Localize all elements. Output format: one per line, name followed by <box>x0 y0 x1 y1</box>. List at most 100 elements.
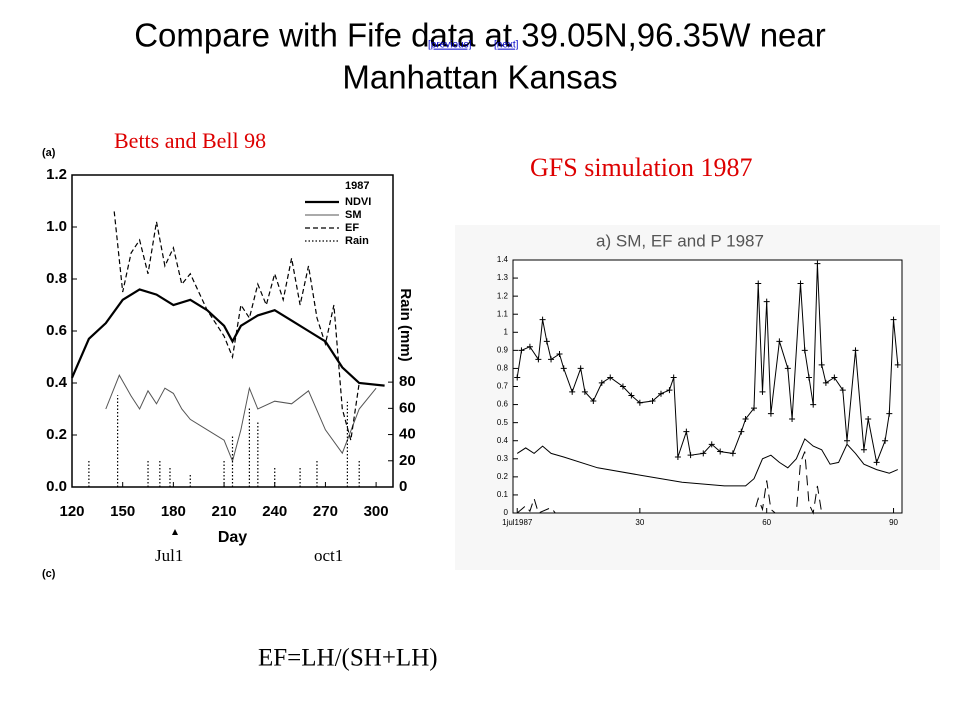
legend-title: 1987 <box>345 180 369 192</box>
plot-frame <box>512 259 903 514</box>
y-tick-label: 0.7 <box>497 382 509 391</box>
x-tick-label: 300 <box>364 503 389 520</box>
plus-marker <box>873 459 880 466</box>
plus-marker <box>759 388 766 395</box>
plus-marker <box>755 280 762 287</box>
y2-tick-label: 20 <box>399 452 416 469</box>
annotation: Jul1 <box>155 546 183 565</box>
plus-marker <box>763 298 770 305</box>
plus-marker <box>560 365 567 372</box>
plus-marker <box>670 374 677 381</box>
x-tick-label: 210 <box>212 503 237 520</box>
y-tick-label: 1.2 <box>46 166 67 183</box>
plus-marker <box>767 410 774 417</box>
title: Manhattan Kansas <box>342 59 617 96</box>
plus-marker <box>784 365 791 372</box>
plus-marker <box>818 361 825 368</box>
x-tick-label: 30 <box>635 518 644 527</box>
caption: Betts and Bell 98 <box>114 128 266 153</box>
plus-marker <box>890 316 897 323</box>
y2-tick-label: 0 <box>399 478 407 495</box>
plus-marker <box>810 401 817 408</box>
y2-tick-label: 40 <box>399 426 416 443</box>
plus-marker <box>805 374 812 381</box>
y-tick-label: 0.4 <box>46 374 68 391</box>
marker-triangle <box>172 529 178 535</box>
plus-marker <box>548 356 555 363</box>
nav-link[interactable]: [previous] <box>428 40 472 51</box>
annotation: oct1 <box>314 546 343 565</box>
x-tick-label: 150 <box>110 503 135 520</box>
y-tick-label: 1.3 <box>497 273 509 282</box>
x-tick-label: 240 <box>262 503 287 520</box>
plus-marker <box>526 343 533 350</box>
plus-marker <box>814 260 821 267</box>
plus-marker <box>751 405 758 412</box>
series-line <box>105 374 377 463</box>
x-tick-label: 60 <box>762 518 771 527</box>
plus-marker <box>628 392 635 399</box>
y-tick-label: 0.0 <box>46 478 67 495</box>
x-axis-label: Day <box>218 529 247 546</box>
y2-tick-label: 60 <box>399 399 416 416</box>
plus-marker <box>674 453 681 460</box>
plus-marker <box>581 388 588 395</box>
plus-marker <box>598 379 605 386</box>
panel-label: (c) <box>42 568 56 580</box>
plus-marker <box>839 387 846 394</box>
legend-label: Rain <box>345 235 369 247</box>
plus-marker <box>865 416 872 423</box>
plus-marker <box>666 387 673 394</box>
plus-marker <box>831 374 838 381</box>
series-line <box>516 438 898 487</box>
plus-marker <box>789 416 796 423</box>
legend-label: EF <box>345 222 359 234</box>
y-tick-label: 0.3 <box>497 454 509 463</box>
plus-marker <box>822 379 829 386</box>
plus-marker <box>852 347 859 354</box>
caption: GFS simulation 1987 <box>530 153 752 182</box>
legend-label: SM <box>345 209 362 221</box>
y-tick-label: 0.6 <box>46 322 67 339</box>
legend-label: NDVI <box>345 196 371 208</box>
nav-link[interactable]: [next] <box>494 40 519 51</box>
y-tick-label: 1.0 <box>46 218 67 235</box>
plus-marker <box>535 356 542 363</box>
y-tick-label: 0.2 <box>497 472 509 481</box>
y2-axis-label: Rain (mm) <box>397 288 414 361</box>
y-tick-label: 0.1 <box>497 490 509 499</box>
plus-marker <box>514 374 521 381</box>
plus-marker <box>742 416 749 423</box>
formula: EF=LH/(SH+LH) <box>258 645 438 672</box>
y-tick-label: 0.9 <box>497 345 509 354</box>
plus-marker <box>797 280 804 287</box>
plus-marker <box>738 428 745 435</box>
series-line <box>516 451 898 515</box>
plus-marker <box>649 397 656 404</box>
plus-marker <box>683 428 690 435</box>
y-tick-label: 0.6 <box>497 400 509 409</box>
y-tick-label: 0 <box>504 508 509 517</box>
plus-marker <box>844 437 851 444</box>
y-tick-label: 1 <box>504 327 509 336</box>
plus-marker <box>717 448 724 455</box>
x-tick-label: 90 <box>889 518 898 527</box>
plus-marker <box>708 441 715 448</box>
plus-marker <box>556 350 563 357</box>
plus-marker <box>886 410 893 417</box>
plus-marker <box>577 365 584 372</box>
plus-marker <box>543 338 550 345</box>
plus-marker <box>518 347 525 354</box>
plus-marker <box>636 399 643 406</box>
y-tick-label: 1.4 <box>497 255 509 264</box>
plus-marker <box>700 450 707 457</box>
plus-marker <box>860 446 867 453</box>
x-tick-label: 120 <box>59 503 84 520</box>
x-tick-label: 1jul1987 <box>502 518 533 527</box>
chart-title: a) SM, EF and P 1987 <box>596 231 764 250</box>
plus-marker <box>894 361 901 368</box>
plus-marker <box>569 388 576 395</box>
panel-label: (a) <box>42 147 56 159</box>
y-tick-label: 0.4 <box>497 436 509 445</box>
